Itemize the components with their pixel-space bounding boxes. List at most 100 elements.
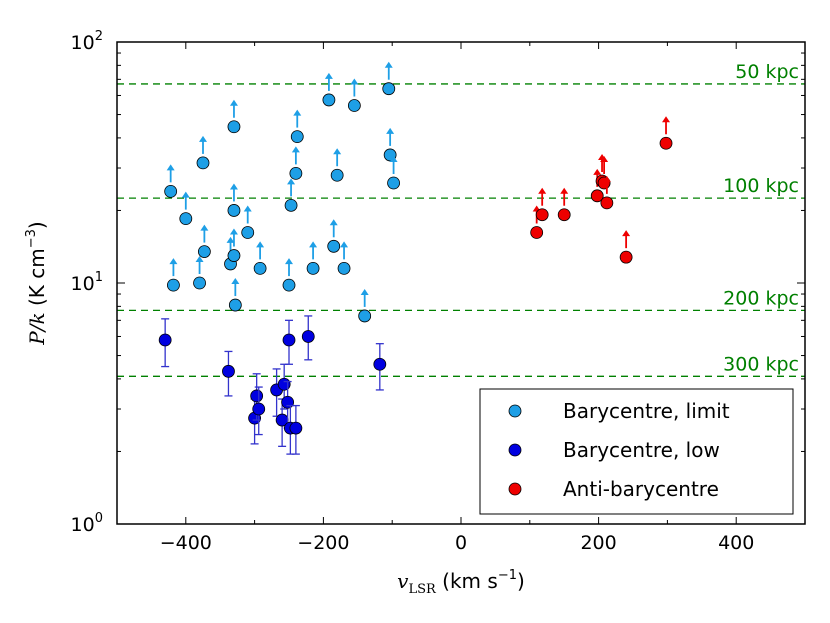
reference-line-label: 50 kpc — [735, 61, 799, 83]
limit-arrow-head — [560, 187, 569, 194]
y-axis-label: P/k (K cm−3) — [24, 221, 49, 345]
limit-arrow-head — [389, 155, 398, 162]
data-point — [347, 99, 361, 112]
data-point — [252, 402, 266, 416]
limit-arrow-head — [166, 164, 175, 171]
series-1 — [158, 315, 387, 455]
data-point — [600, 196, 614, 210]
reference-lines: 50 kpc 100 kpc 200 kpc 300 kpc — [117, 61, 805, 377]
data-point — [327, 239, 341, 253]
limit-arrow-head — [226, 236, 235, 243]
data-point — [619, 250, 633, 264]
data-point — [227, 249, 241, 262]
legend-label: Barycentre, limit — [563, 399, 730, 423]
limit-arrow-head — [602, 175, 611, 182]
data-point — [387, 176, 400, 190]
limit-arrow-head — [538, 187, 547, 194]
limit-arrow-head — [181, 191, 190, 198]
data-point — [382, 82, 396, 96]
limit-arrow-head — [593, 168, 602, 175]
data-point — [197, 245, 211, 258]
limit-arrow-head — [340, 241, 349, 248]
data-point — [301, 330, 315, 343]
limit-arrow-head — [199, 135, 207, 142]
data-point — [330, 168, 344, 182]
y-tick-label: 100 — [71, 511, 103, 536]
limit-arrow-head — [333, 148, 342, 155]
data-point — [659, 136, 673, 150]
limit-arrow-head — [291, 146, 300, 153]
data-point — [277, 377, 291, 391]
x-tick-label: 0 — [455, 532, 467, 554]
data-point — [227, 204, 241, 217]
data-point — [164, 184, 178, 198]
data-point — [158, 333, 172, 347]
data-point — [241, 226, 255, 239]
reference-line-label: 100 kpc — [723, 175, 799, 197]
x-tick-label: −400 — [160, 532, 212, 554]
data-point — [289, 166, 303, 180]
data-point — [227, 120, 241, 134]
limit-arrow-head — [360, 288, 369, 295]
limit-arrow-head — [229, 99, 238, 106]
limit-arrow-head — [287, 178, 296, 185]
data-point — [179, 212, 193, 226]
limit-arrow-head — [256, 241, 265, 248]
data-point — [282, 278, 296, 292]
legend-marker — [508, 404, 522, 418]
data-point — [228, 298, 242, 312]
data-point — [290, 130, 304, 144]
x-tick-label: 400 — [718, 532, 754, 554]
data-point — [322, 93, 336, 107]
limit-arrow-head — [195, 256, 204, 262]
data-point — [250, 389, 264, 403]
limit-arrow-head — [229, 183, 238, 190]
limit-arrow-head — [329, 219, 338, 226]
y-tick-label: 101 — [71, 270, 103, 295]
data-point — [284, 198, 298, 212]
data-point — [530, 226, 544, 239]
data-point — [193, 276, 206, 290]
data-point — [306, 261, 320, 275]
limit-arrow-head — [384, 61, 393, 68]
legend-box — [479, 388, 794, 515]
data-point — [222, 364, 235, 378]
reference-line-label: 300 kpc — [723, 353, 799, 375]
limit-arrow-head — [662, 116, 671, 123]
data-point — [373, 357, 387, 371]
series-2 — [530, 116, 673, 264]
limit-arrow-head — [600, 155, 609, 162]
x-tick-label: −200 — [297, 532, 349, 554]
data-point — [337, 261, 351, 275]
limit-arrow-head — [386, 127, 395, 134]
legend-marker — [508, 482, 522, 496]
legend: Barycentre, limit Barycentre, low Anti-bar… — [479, 388, 794, 515]
limit-arrow-head — [324, 72, 333, 79]
data-point — [196, 156, 210, 170]
limit-arrow-head — [293, 109, 302, 116]
limit-arrow-head — [231, 278, 240, 285]
data-point — [281, 395, 295, 409]
x-tick-label: 200 — [580, 532, 616, 554]
data-point — [535, 208, 549, 222]
limit-arrow-head — [285, 258, 293, 265]
legend-label: Barycentre, low — [563, 438, 720, 462]
limit-arrow-head — [309, 241, 318, 248]
legend-marker — [508, 443, 522, 457]
data-point — [590, 189, 604, 203]
data-point — [358, 309, 372, 323]
data-point — [253, 261, 267, 275]
reference-line-label: 200 kpc — [723, 287, 799, 309]
series-0 — [164, 61, 400, 323]
data-point — [167, 278, 180, 292]
limit-arrow-head — [243, 205, 252, 212]
y-tick-label: 102 — [71, 29, 103, 54]
limit-arrow-head — [200, 224, 209, 231]
axes: −400 −200 0 200 400 100 101 102 vLSR (km s−1) P/k… — [24, 29, 806, 597]
limit-arrow-head — [229, 228, 238, 235]
limit-arrow-head — [350, 78, 359, 85]
data-point — [289, 421, 303, 435]
legend-label: Anti-barycentre — [563, 477, 719, 501]
data-point — [557, 208, 571, 222]
